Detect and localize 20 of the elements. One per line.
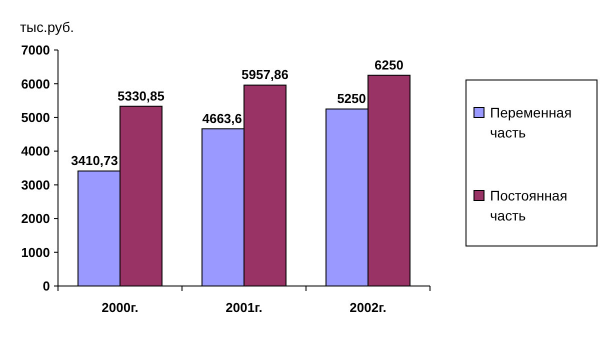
x-tick-label: 2000г. xyxy=(102,300,138,315)
data-label: 5330,85 xyxy=(118,88,164,104)
y-tick-label: 7000 xyxy=(21,42,50,58)
y-tick-label: 1000 xyxy=(21,244,50,260)
legend-label: Переменная часть xyxy=(490,104,572,140)
data-label: 6250 xyxy=(374,57,404,72)
y-tick-label: 4000 xyxy=(21,144,50,159)
y-tick-label: 0 xyxy=(42,278,50,294)
legend-label: Постоянная часть xyxy=(490,188,568,224)
y-tick-label: 6000 xyxy=(21,76,50,92)
y-axis-title: тыс.руб. xyxy=(20,19,74,35)
x-tick-label: 2001г. xyxy=(226,300,262,315)
data-label: 5957,86 xyxy=(242,67,288,82)
y-tick-label: 3000 xyxy=(21,177,50,192)
data-label: 5250 xyxy=(337,91,366,106)
y-tick-label: 2000 xyxy=(21,211,50,226)
x-tick-label: 2002г. xyxy=(350,300,386,315)
data-label: 4663,6 xyxy=(202,110,242,126)
y-tick-label: 5000 xyxy=(21,110,50,125)
data-label: 3410,73 xyxy=(71,153,118,168)
